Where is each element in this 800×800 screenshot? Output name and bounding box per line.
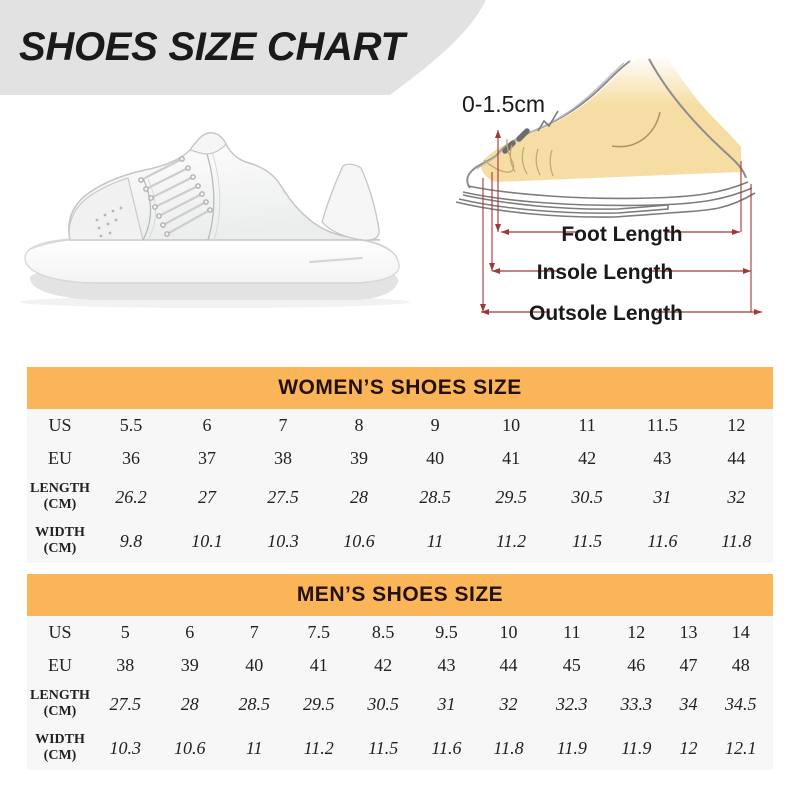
svg-text:Foot Length: Foot Length — [561, 223, 682, 246]
svg-text:0-1.5cm: 0-1.5cm — [462, 91, 545, 117]
svg-text:Outsole Length: Outsole Length — [529, 302, 683, 325]
svg-text:Insole Length: Insole Length — [537, 261, 674, 284]
